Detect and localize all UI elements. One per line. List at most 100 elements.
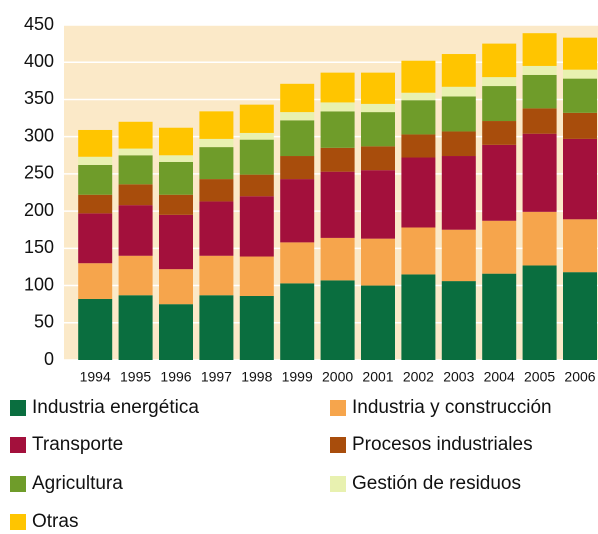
bar-segment <box>199 201 234 256</box>
bar-segment <box>280 112 315 121</box>
bar-segment <box>280 156 315 180</box>
bar-segment <box>280 283 315 360</box>
bar-segment <box>361 103 395 113</box>
bar-segment <box>401 134 436 158</box>
bar-segment <box>280 242 315 284</box>
bar-segment <box>441 86 476 97</box>
x-tick-label: 2002 <box>403 369 434 385</box>
legend-label: Industria y construcción <box>352 397 552 418</box>
bar-segment <box>239 196 274 257</box>
legend-swatch <box>330 476 346 492</box>
bar-segment <box>482 144 517 221</box>
legend-swatch <box>10 400 26 416</box>
bar-segment <box>522 74 557 109</box>
y-tick-label: 200 <box>24 200 54 220</box>
bar-segment <box>239 104 274 133</box>
bar-segment <box>482 121 517 145</box>
bar-segment <box>441 54 476 87</box>
bar-segment <box>563 69 597 79</box>
legend-swatch <box>10 514 26 530</box>
bar-segment <box>78 298 113 360</box>
legend-label: Gestión de residuos <box>352 473 521 494</box>
bar-segment <box>320 171 355 238</box>
y-tick-label: 150 <box>24 237 54 257</box>
bar-segment <box>159 304 193 360</box>
bar-segment <box>361 112 395 147</box>
x-tick-label: 1997 <box>201 369 232 385</box>
bar-segment <box>320 102 355 112</box>
y-tick-label: 100 <box>24 274 54 294</box>
bar-segment <box>563 78 597 113</box>
y-tick-label: 350 <box>24 88 54 108</box>
bar-segment <box>401 60 436 93</box>
bar-segment <box>280 120 315 157</box>
legend-swatch <box>10 437 26 453</box>
bar-segment <box>159 155 193 162</box>
bar-segment <box>118 255 153 296</box>
bar-segment <box>118 205 153 256</box>
bar-segment <box>401 274 436 360</box>
bar-segment <box>522 65 557 75</box>
bar-segment <box>320 147 355 172</box>
bar-segment <box>563 138 597 220</box>
bar-segment <box>441 131 476 157</box>
bar-segment <box>239 256 274 296</box>
bar-segment <box>118 184 153 206</box>
bar-segment <box>482 43 517 78</box>
legend-label: Agricultura <box>32 473 123 494</box>
bar-segment <box>280 179 315 243</box>
bar-segment <box>199 138 234 148</box>
bar-segment <box>563 37 597 70</box>
bar-segment <box>563 219 597 273</box>
bar-segment <box>361 285 395 360</box>
bar-segment <box>78 213 113 264</box>
x-tick-label: 2000 <box>322 369 353 385</box>
y-tick-label: 0 <box>44 349 54 369</box>
y-tick-label: 400 <box>24 51 54 71</box>
legend-swatch <box>330 400 346 416</box>
bar-segment <box>361 72 395 104</box>
bar-segment <box>239 132 274 140</box>
bar-segment <box>482 86 517 122</box>
x-tick-label: 2003 <box>443 369 474 385</box>
legend-swatch <box>10 476 26 492</box>
bar-segment <box>361 238 395 286</box>
legend-label: Procesos industriales <box>352 434 533 455</box>
bar-segment <box>320 237 355 281</box>
bar-segment <box>239 295 274 360</box>
bar-segment <box>441 156 476 230</box>
bar-segment <box>522 108 557 134</box>
bar-segment <box>563 112 597 139</box>
bar-segment <box>482 273 517 360</box>
bar-segment <box>522 133 557 212</box>
bar-segment <box>280 83 315 113</box>
bar-segment <box>441 229 476 282</box>
bar-segment <box>159 269 193 305</box>
legend-swatch <box>330 437 346 453</box>
x-tick-label: 1996 <box>160 369 191 385</box>
bar-segment <box>320 280 355 360</box>
bar-segment <box>199 179 234 202</box>
bar-segment <box>563 272 597 360</box>
bar-segment <box>320 72 355 103</box>
bar-segment <box>118 295 153 360</box>
bar-segment <box>199 295 234 360</box>
bar-segment <box>118 148 153 156</box>
legend-label: Industria energética <box>32 397 199 418</box>
bar-segment <box>118 121 153 149</box>
bar-segment <box>482 220 517 274</box>
bar-segment <box>159 127 193 156</box>
y-tick-label: 250 <box>24 163 54 183</box>
bar-segment <box>482 77 517 87</box>
bar-segment <box>118 155 153 185</box>
bar-segment <box>199 255 234 296</box>
bar-segment <box>159 214 193 270</box>
bar-segment <box>522 33 557 66</box>
x-tick-label: 2006 <box>564 369 595 385</box>
bar-segment <box>401 227 436 275</box>
bar-segment <box>239 139 274 175</box>
bar-segment <box>522 211 557 266</box>
x-tick-label: 2001 <box>362 369 393 385</box>
bar-segment <box>361 146 395 171</box>
